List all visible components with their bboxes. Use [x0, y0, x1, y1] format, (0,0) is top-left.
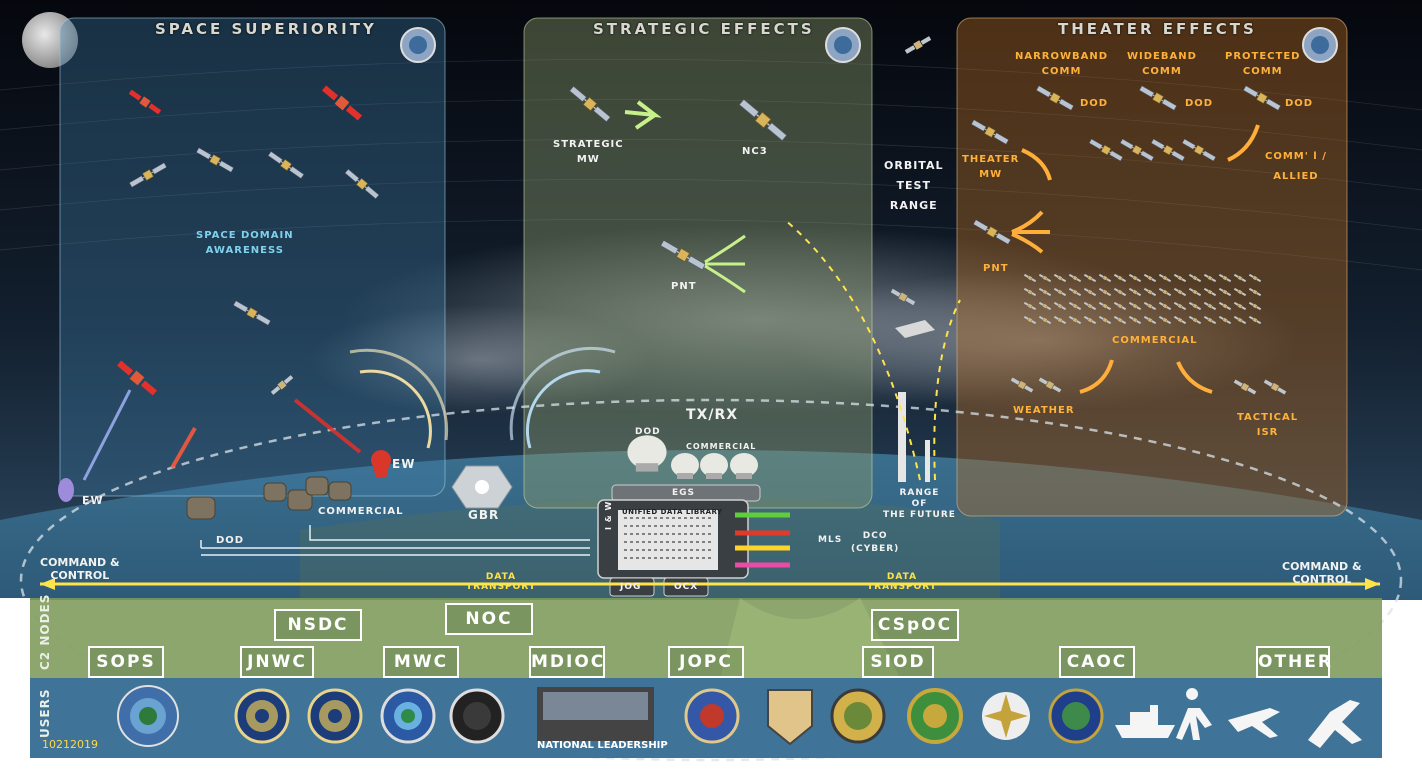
ship-icon	[1115, 705, 1175, 738]
moon-icon	[22, 12, 78, 68]
label-dod-ground: DOD	[216, 535, 245, 546]
label-ew-right: EW	[392, 457, 416, 471]
label-space-domain-awareness: SPACE DOMAIN AWARENESS	[196, 230, 294, 256]
label-data-transport-left: DATA TRANSPORT	[466, 572, 536, 592]
c2-nodes-band	[30, 598, 1382, 678]
panel-space-superiority	[59, 17, 446, 497]
panel-title-space-superiority: SPACE SUPERIORITY	[155, 20, 377, 38]
node-mdioc: MDIOC	[529, 646, 605, 678]
node-sops: SOPS	[88, 646, 164, 678]
label-jog: JOG	[620, 582, 642, 592]
node-mwc: MWC	[383, 646, 459, 678]
panel-title-theater-effects: THEATER EFFECTS	[1058, 20, 1257, 38]
label-range-of-the-future: RANGE OF THE FUTURE	[883, 488, 956, 520]
label-dod-2: DOD	[1185, 98, 1214, 109]
label-national-leadership: NATIONAL LEADERSHIP	[537, 740, 668, 751]
label-pnt-strategic: PNT	[671, 281, 697, 292]
label-data-transport-right: DATA TRANSPORT	[867, 572, 937, 592]
label-strategic-mw: STRATEGIC MW	[553, 139, 624, 165]
label-orbital-test-range: ORBITAL TEST RANGE	[884, 159, 944, 212]
label-commercial-theater: COMMERCIAL	[1112, 335, 1198, 346]
label-i-and-w: I & W	[604, 500, 613, 530]
label-pnt-theater: PNT	[983, 263, 1009, 274]
date-code: 10212019	[42, 738, 98, 751]
node-siod: SIOD	[862, 646, 934, 678]
label-weather: WEATHER	[1013, 405, 1075, 416]
label-command-control-right: COMMAND & CONTROL	[1282, 560, 1362, 586]
users-side-label: USERS	[38, 688, 52, 738]
aircraft-icon	[1308, 700, 1362, 748]
label-unified-data-library: UNIFIED DATA LIBRARY	[622, 508, 723, 516]
label-theater-mw: THEATER MW	[962, 154, 1020, 180]
label-dco-cyber: DCO (CYBER)	[851, 531, 900, 554]
node-jopc: JOPC	[668, 646, 744, 678]
label-tx-rx: TX/RX	[686, 407, 739, 423]
label-nc3: NC3	[742, 146, 768, 157]
node-cspoc: CSpOC	[871, 609, 959, 641]
label-gbr: GBR	[468, 508, 500, 522]
label-wideband-comm: WIDEBAND COMM	[1127, 51, 1197, 77]
label-narrowband-comm: NARROWBAND COMM	[1015, 51, 1109, 77]
node-caoc: CAOC	[1059, 646, 1135, 678]
label-protected-comm: PROTECTED COMM	[1225, 51, 1301, 77]
c2-nodes-side-label: C2 NODES	[38, 593, 52, 670]
node-jnwc: JNWC	[240, 646, 314, 678]
label-ocx: OCX	[674, 582, 699, 592]
node-other: OTHER	[1256, 646, 1331, 678]
label-egs: EGS	[672, 488, 696, 498]
label-tactical-isr: TACTICAL ISR	[1237, 412, 1299, 438]
panel-title-strategic-effects: STRATEGIC EFFECTS	[593, 20, 815, 38]
label-dod-1: DOD	[1080, 98, 1109, 109]
label-ew-left: EW	[82, 494, 104, 507]
label-commercial-ground: COMMERCIAL	[318, 506, 404, 517]
jet-icon	[1228, 708, 1280, 738]
orbit-ring	[19, 398, 1403, 762]
node-noc: NOC	[445, 603, 533, 635]
soldier-icon	[1176, 688, 1212, 740]
label-commercial-antenna: COMMERCIAL	[686, 442, 757, 451]
label-comml-allied: COMM' l / ALLIED	[1265, 151, 1327, 182]
node-nsdc: NSDC	[274, 609, 362, 641]
label-command-control-left: COMMAND & CONTROL	[40, 556, 120, 582]
label-dod-antenna: DOD	[635, 427, 661, 437]
label-dod-3: DOD	[1285, 98, 1314, 109]
label-mls: MLS	[818, 535, 843, 545]
